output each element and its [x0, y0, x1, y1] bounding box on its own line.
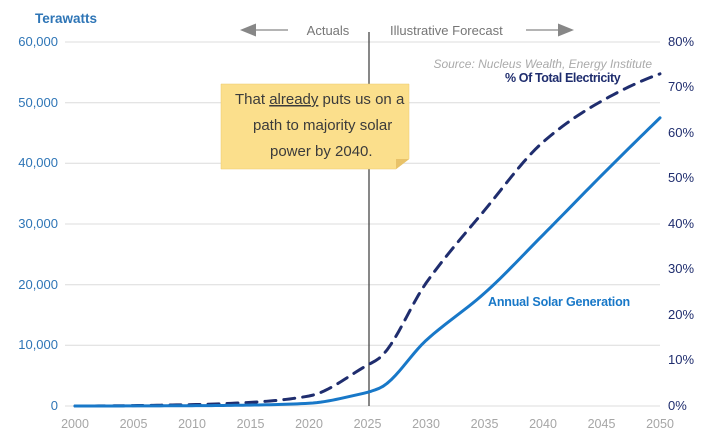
svg-text:Terawatts: Terawatts — [35, 11, 97, 26]
svg-text:2050: 2050 — [646, 417, 674, 431]
svg-text:20%: 20% — [668, 307, 694, 322]
svg-text:60%: 60% — [668, 125, 694, 140]
svg-text:2030: 2030 — [412, 417, 440, 431]
svg-text:2005: 2005 — [120, 417, 148, 431]
svg-text:Illustrative Forecast: Illustrative Forecast — [390, 23, 503, 38]
svg-text:60,000: 60,000 — [18, 34, 58, 49]
svg-text:That already puts us on a: That already puts us on a — [235, 91, 405, 108]
svg-text:power by 2040.: power by 2040. — [270, 143, 373, 160]
svg-text:2020: 2020 — [295, 417, 323, 431]
svg-text:Source: Nucleus Wealth, Energy: Source: Nucleus Wealth, Energy Institute — [433, 57, 652, 71]
svg-text:40%: 40% — [668, 216, 694, 231]
svg-text:2000: 2000 — [61, 417, 89, 431]
svg-text:0: 0 — [51, 398, 58, 413]
svg-text:2015: 2015 — [237, 417, 265, 431]
svg-text:2025: 2025 — [354, 417, 382, 431]
svg-text:40,000: 40,000 — [18, 155, 58, 170]
svg-text:2010: 2010 — [178, 417, 206, 431]
svg-text:2035: 2035 — [471, 417, 499, 431]
svg-text:10,000: 10,000 — [18, 337, 58, 352]
svg-text:20,000: 20,000 — [18, 277, 58, 292]
svg-text:30%: 30% — [668, 261, 694, 276]
svg-text:30,000: 30,000 — [18, 216, 58, 231]
svg-text:70%: 70% — [668, 79, 694, 94]
svg-text:2045: 2045 — [588, 417, 616, 431]
svg-text:Annual Solar Generation: Annual Solar Generation — [488, 295, 630, 309]
svg-text:% Of Total Electricity: % Of Total Electricity — [505, 71, 621, 85]
svg-text:50,000: 50,000 — [18, 95, 58, 110]
svg-text:80%: 80% — [668, 34, 694, 49]
svg-text:50%: 50% — [668, 170, 694, 185]
svg-text:0%: 0% — [668, 398, 687, 413]
svg-text:Actuals: Actuals — [307, 23, 350, 38]
svg-text:path to majority solar: path to majority solar — [253, 117, 392, 134]
svg-text:2040: 2040 — [529, 417, 557, 431]
svg-text:10%: 10% — [668, 352, 694, 367]
